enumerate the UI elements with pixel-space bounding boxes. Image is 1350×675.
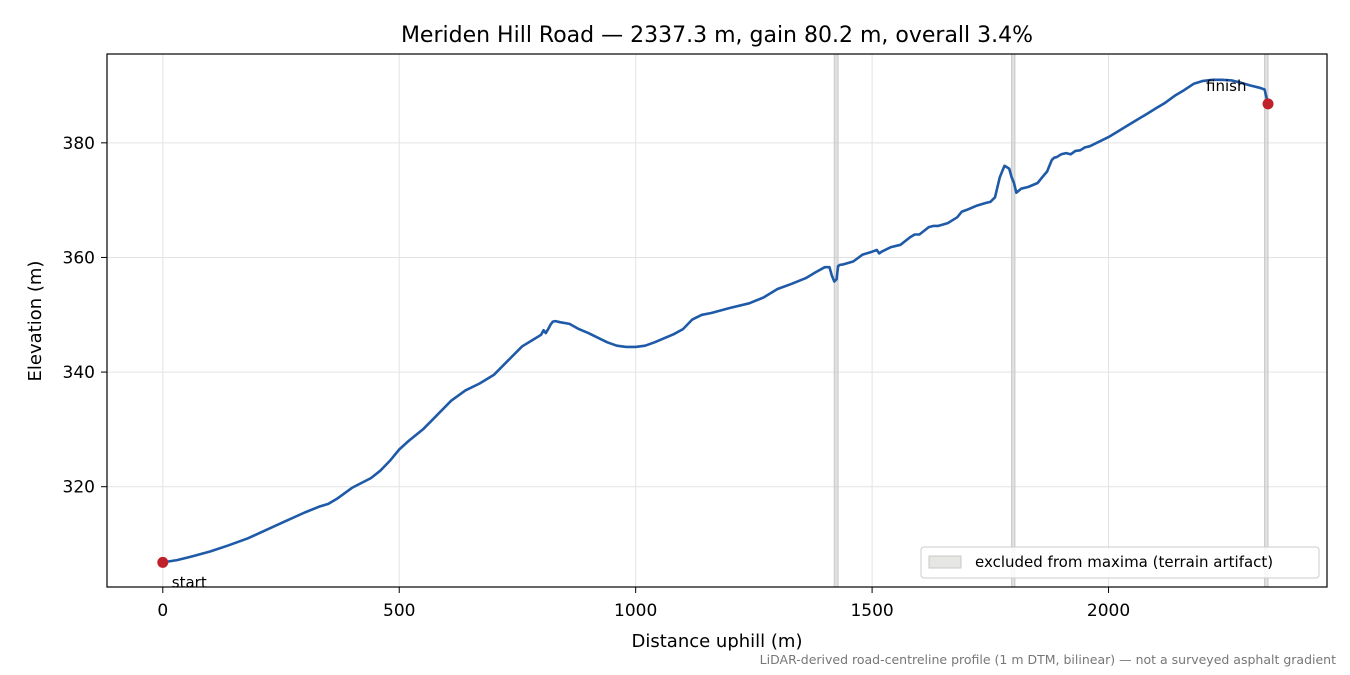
y-tick-label: 360 [63,248,95,268]
excluded-band [833,53,839,588]
excluded-bands [833,53,1269,588]
grid-lines [107,54,1327,587]
x-tick-label: 2000 [1087,601,1130,621]
legend-box [920,546,1320,579]
endpoint-markers: start finish [157,77,1274,591]
legend-label: excluded from maxima (terrain artifact) [975,553,1273,571]
y-tick-label: 380 [63,134,95,154]
y-tick-label: 320 [63,478,95,498]
excluded-band [1264,53,1269,588]
start-label: start [172,573,207,591]
y-axis-ticks: 320 340 360 380 [63,134,107,498]
y-axis-label: Elevation (m) [25,261,46,382]
start-marker [157,556,169,568]
x-axis-label: Distance uphill (m) [632,631,803,652]
finish-marker [1262,98,1274,110]
x-tick-label: 1500 [850,601,893,621]
plot-frame [106,53,1328,588]
elevation-line [161,78,1270,564]
x-axis-ticks: 0 500 1000 1500 2000 [157,587,1130,621]
legend-swatch [928,555,962,569]
chart-title: Meriden Hill Road — 2337.3 m, gain 80.2 … [401,23,1033,48]
finish-label: finish [1206,77,1246,95]
x-tick-label: 1000 [614,601,657,621]
x-tick-label: 500 [383,601,415,621]
y-tick-label: 340 [63,363,95,383]
excluded-band [1011,53,1016,588]
series-group [161,78,1270,564]
legend: excluded from maxima (terrain artifact) [920,546,1320,579]
x-tick-label: 0 [157,601,168,621]
chart-caption: LiDAR-derived road-centreline profile (1… [759,652,1336,667]
